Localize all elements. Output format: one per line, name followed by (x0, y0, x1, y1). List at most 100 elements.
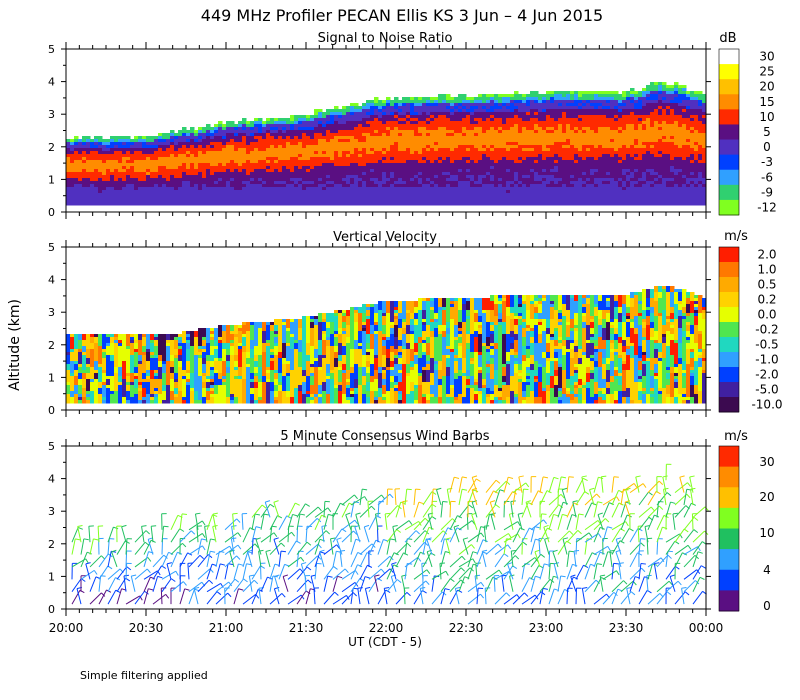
snr-cell (418, 202, 423, 206)
snr-cell (242, 145, 247, 149)
snr-cell (518, 184, 523, 188)
snr-cell (522, 127, 527, 131)
snr-cell (294, 151, 299, 155)
snr-cell (82, 181, 87, 185)
snr-cell (222, 190, 227, 194)
snr-cell (530, 169, 535, 173)
snr-cell (630, 154, 635, 158)
snr-cell (454, 184, 459, 188)
snr-cell (374, 178, 379, 182)
snr-cell (242, 199, 247, 203)
snr-cell (302, 151, 307, 155)
snr-cell (526, 181, 531, 185)
snr-cell (666, 124, 671, 128)
snr-cell (222, 202, 227, 206)
snr-cell (342, 199, 347, 203)
snr-cell (98, 145, 103, 149)
snr-cell (582, 106, 587, 110)
snr-cell (350, 175, 355, 179)
snr-cell (530, 139, 535, 143)
snr-cell (466, 178, 471, 182)
snr-cell (674, 181, 679, 185)
snr-cell (378, 202, 383, 206)
snr-cell (350, 181, 355, 185)
snr-cell (138, 148, 143, 152)
snr-cell (658, 106, 663, 110)
snr-cell (674, 190, 679, 194)
snr-cell (538, 151, 543, 155)
snr-cell (534, 94, 539, 98)
snr-cell (542, 181, 547, 185)
snr-cell (394, 166, 399, 170)
snr-cell (626, 124, 631, 128)
snr-cell (66, 202, 71, 206)
snr-cell (618, 172, 623, 176)
snr-cell (666, 139, 671, 143)
snr-cell (238, 190, 243, 194)
snr-cell (218, 121, 223, 125)
snr-cell (338, 112, 343, 116)
snr-cell (562, 154, 567, 158)
snr-cell (106, 196, 111, 200)
snr-cell (622, 172, 627, 176)
snr-cell (434, 148, 439, 152)
snr-cell (590, 178, 595, 182)
snr-cell (622, 103, 627, 107)
snr-cell (662, 127, 667, 131)
snr-cell (322, 160, 327, 164)
snr-cell (354, 139, 359, 143)
snr-cell (570, 172, 575, 176)
snr-cell (446, 178, 451, 182)
snr-cell (482, 106, 487, 110)
snr-cell (466, 151, 471, 155)
snr-cell (518, 187, 523, 191)
snr-cell (478, 145, 483, 149)
snr-cell (438, 166, 443, 170)
snr-cell (390, 124, 395, 128)
snr-cell (186, 163, 191, 167)
snr-cell (406, 100, 411, 104)
snr-cell (238, 202, 243, 206)
snr-cell (534, 121, 539, 125)
snr-cell (242, 190, 247, 194)
snr-cell (426, 115, 431, 119)
snr-cell (466, 109, 471, 113)
snr-cell (542, 124, 547, 128)
snr-cell (446, 184, 451, 188)
snr-cell (166, 199, 171, 203)
snr-cell (106, 193, 111, 197)
snr-cell (398, 184, 403, 188)
snr-cell (110, 202, 115, 206)
snr-cell (178, 148, 183, 152)
snr-cell (94, 181, 99, 185)
snr-cell (270, 193, 275, 197)
snr-cell (378, 184, 383, 188)
snr-cell (406, 97, 411, 101)
snr-cell (346, 199, 351, 203)
snr-cell (566, 100, 571, 104)
snr-cell (582, 187, 587, 191)
snr-cell (430, 181, 435, 185)
snr-cell (602, 190, 607, 194)
snr-cell (606, 148, 611, 152)
snr-cell (162, 142, 167, 146)
snr-cell (426, 121, 431, 125)
snr-cell (146, 163, 151, 167)
snr-cell (118, 193, 123, 197)
snr-cell (478, 100, 483, 104)
snr-cell (478, 196, 483, 200)
snr-cell (526, 97, 531, 101)
snr-cell (586, 100, 591, 104)
snr-cell (246, 145, 251, 149)
snr-cell (642, 115, 647, 119)
snr-cell (454, 124, 459, 128)
snr-cell (458, 154, 463, 158)
snr-cell (466, 115, 471, 119)
snr-cell (74, 169, 79, 173)
snr-cell (518, 190, 523, 194)
snr-cell (262, 172, 267, 176)
snr-cell (510, 97, 515, 101)
snr-cell (186, 139, 191, 143)
snr-cell (610, 199, 615, 203)
snr-cell (198, 190, 203, 194)
